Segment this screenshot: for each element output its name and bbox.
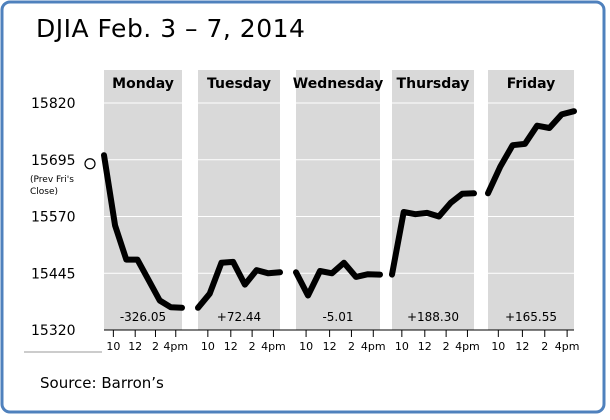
y-tick-label: 15320 — [31, 323, 76, 339]
x-tick-label: 2 — [249, 340, 256, 353]
chart-title: DJIA Feb. 3 – 7, 2014 — [36, 14, 306, 43]
series-line-wednesday — [293, 259, 383, 299]
x-tick-label: 4pm — [455, 340, 480, 353]
x-tick-label: 12 — [224, 340, 238, 353]
x-tick-label: 4pm — [261, 340, 286, 353]
day-heading: Thursday — [397, 76, 470, 92]
x-tick-label: 10 — [491, 340, 505, 353]
x-tick-label: 4pm — [361, 340, 386, 353]
series-line-tuesday — [195, 258, 283, 311]
day-change-label: +165.55 — [505, 310, 557, 324]
day-heading: Wednesday — [293, 76, 383, 92]
day-panel-friday — [488, 70, 574, 330]
x-tick-label: 4pm — [555, 340, 580, 353]
x-tick-label: 10 — [106, 340, 120, 353]
x-tick-label: 4pm — [163, 340, 188, 353]
x-tick-label: 12 — [418, 340, 432, 353]
day-change-label: +188.30 — [407, 310, 459, 324]
x-tick-label: 12 — [323, 340, 337, 353]
x-tick-label: 2 — [152, 340, 159, 353]
day-panel-monday — [104, 70, 182, 330]
day-heading: Tuesday — [207, 76, 271, 92]
prev-close-label: Close) — [30, 187, 58, 197]
x-tick-label: 10 — [395, 340, 409, 353]
x-tick-label: 10 — [201, 340, 215, 353]
prev-close-label: (Prev Fri's — [30, 175, 74, 185]
x-tick-label: 12 — [515, 340, 529, 353]
series-line-monday — [101, 152, 185, 311]
series-line-friday — [485, 108, 577, 197]
x-tick-label: 2 — [541, 340, 548, 353]
x-tick-label: 2 — [443, 340, 450, 353]
day-heading: Friday — [507, 76, 556, 92]
x-tick-label: 10 — [299, 340, 313, 353]
x-tick-label: 12 — [128, 340, 142, 353]
y-tick-label: 15445 — [31, 266, 76, 282]
prev-close-marker — [84, 158, 96, 170]
y-tick-label: 15695 — [31, 153, 76, 169]
x-tick-label: 2 — [348, 340, 355, 353]
series-line-thursday — [389, 190, 477, 278]
day-change-label: -5.01 — [322, 310, 353, 324]
day-panel-thursday — [392, 70, 474, 330]
day-change-label: -326.05 — [120, 310, 166, 324]
day-heading: Monday — [112, 76, 174, 92]
y-tick-label: 15570 — [31, 210, 76, 226]
source-note: Source: Barron’s — [40, 374, 164, 392]
day-change-label: +72.44 — [217, 310, 261, 324]
y-tick-label: 15820 — [31, 96, 76, 112]
